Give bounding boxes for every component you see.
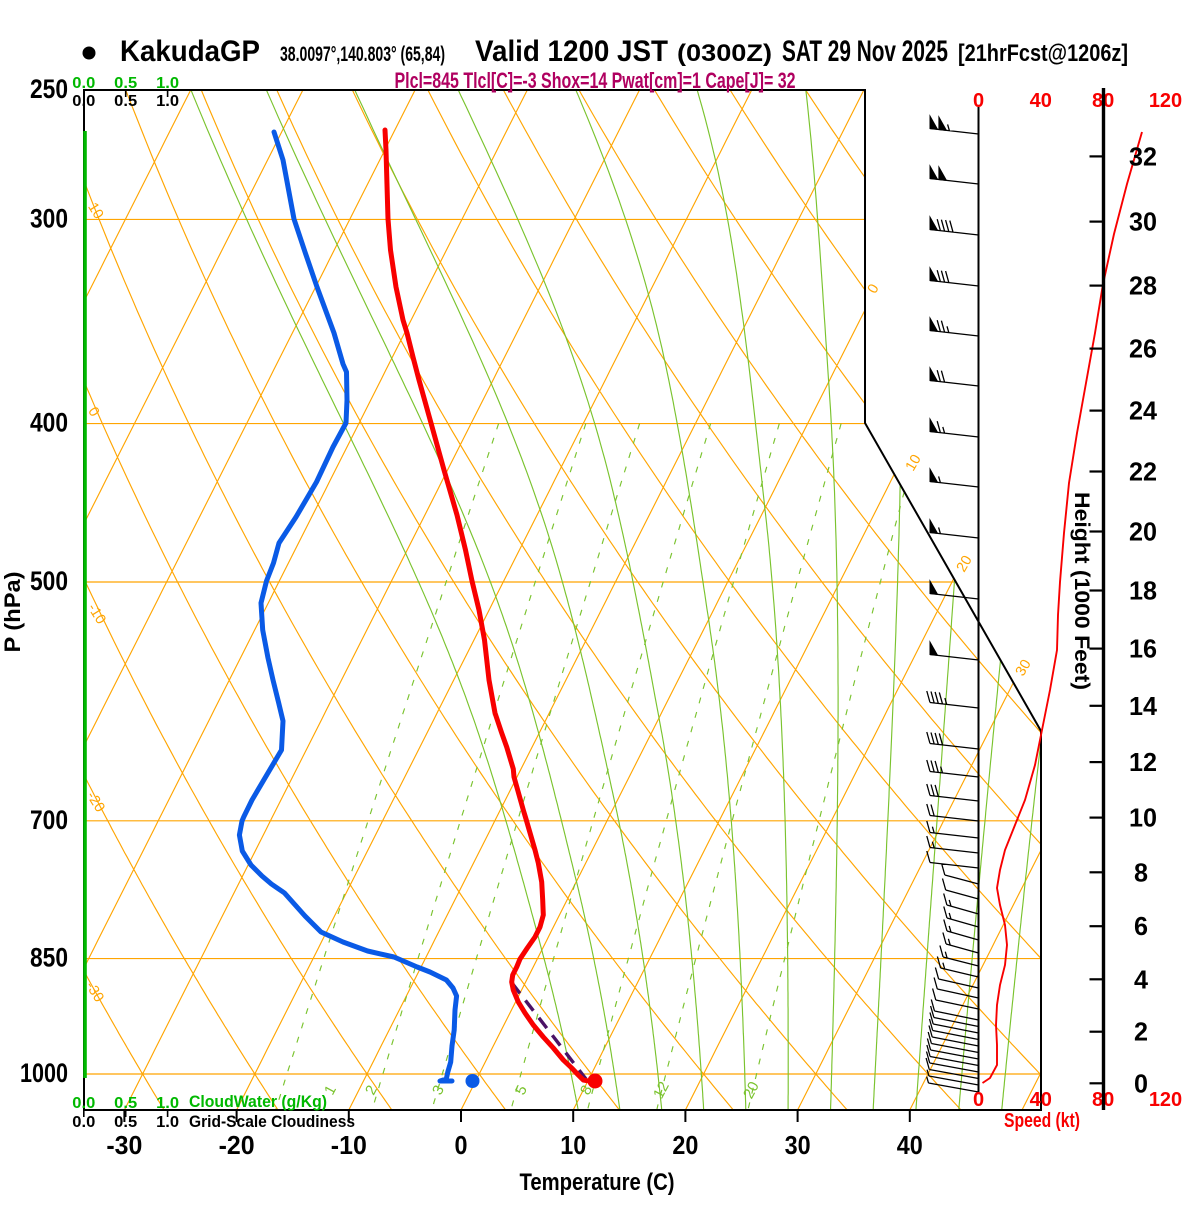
svg-text:1000: 1000 [20,1058,68,1088]
svg-text:0: 0 [1134,1068,1148,1098]
svg-text:300: 300 [30,203,68,233]
svg-text:1.0: 1.0 [156,75,179,92]
svg-text:0: 0 [973,90,984,112]
svg-text:0.0: 0.0 [72,1114,95,1131]
svg-text:0: 0 [973,1089,984,1111]
svg-text:20: 20 [1129,517,1157,547]
svg-text:0: 0 [455,1130,468,1160]
svg-text:0.5: 0.5 [114,1114,137,1131]
svg-text:20: 20 [672,1130,698,1160]
svg-text:1.0: 1.0 [156,1095,179,1112]
svg-text:14: 14 [1129,691,1158,721]
svg-text:SAT 29 Nov 2025: SAT 29 Nov 2025 [782,35,948,68]
svg-text:[21hrFcst@1206z]: [21hrFcst@1206z] [958,40,1128,67]
svg-text:850: 850 [30,943,68,973]
svg-text:120: 120 [1149,90,1182,112]
svg-text:18: 18 [1129,576,1157,606]
svg-text:Plcl=845 Tlcl[C]=-3 Shox=14 Pw: Plcl=845 Tlcl[C]=-3 Shox=14 Pwat[cm]=1 C… [395,68,796,93]
svg-text:P (hPa): P (hPa) [0,572,25,653]
svg-text:24: 24 [1129,396,1158,426]
svg-text:6: 6 [1134,911,1148,941]
svg-text:Speed (kt): Speed (kt) [1004,1110,1080,1132]
svg-text:Grid-Scale Cloudiness: Grid-Scale Cloudiness [189,1113,355,1131]
svg-text:8: 8 [1134,857,1148,887]
svg-text:Valid 1200 JST: Valid 1200 JST [475,35,668,68]
svg-text:2: 2 [1134,1017,1148,1047]
svg-text:10: 10 [1129,803,1157,833]
svg-text:20: 20 [954,553,976,575]
svg-text:1.0: 1.0 [156,93,179,110]
svg-text:-20: -20 [219,1130,255,1160]
svg-text:-30: -30 [106,1130,142,1160]
svg-text:38.0097°,140.803° (65,84): 38.0097°,140.803° (65,84) [280,43,445,66]
svg-text:250: 250 [30,74,68,104]
svg-text:700: 700 [30,805,68,835]
svg-text:12: 12 [1129,747,1157,777]
svg-text:(0300Z): (0300Z) [677,40,772,67]
svg-text:500: 500 [30,566,68,596]
svg-text:10: 10 [560,1130,586,1160]
svg-text:20: 20 [740,1079,763,1102]
svg-text:KakudaGP: KakudaGP [120,35,260,68]
svg-text:-10: -10 [331,1130,367,1160]
svg-text:1.0: 1.0 [156,1114,179,1131]
svg-text:10: 10 [84,200,106,222]
svg-text:0.0: 0.0 [72,93,95,110]
svg-text:0.5: 0.5 [114,93,137,110]
svg-text:32: 32 [1129,141,1157,171]
svg-text:30: 30 [1013,657,1035,679]
svg-text:40: 40 [1030,90,1052,112]
svg-text:0.0: 0.0 [72,1095,95,1112]
svg-text:22: 22 [1129,457,1157,487]
svg-text:4: 4 [1134,964,1149,994]
svg-text:12: 12 [650,1079,673,1102]
svg-text:16: 16 [1129,634,1157,664]
svg-text:30: 30 [785,1130,811,1160]
svg-text:0.0: 0.0 [72,75,95,92]
svg-text:0.5: 0.5 [114,75,137,92]
svg-text:0.5: 0.5 [114,1095,137,1112]
svg-text:400: 400 [30,408,68,438]
svg-text:Temperature (C): Temperature (C) [520,1169,675,1196]
svg-text:40: 40 [1030,1089,1052,1111]
svg-text:120: 120 [1149,1089,1182,1111]
svg-text:40: 40 [897,1130,923,1160]
svg-text:30: 30 [1129,207,1157,237]
svg-text:26: 26 [1129,334,1157,364]
svg-text:10: 10 [903,452,925,474]
svg-text:CloudWater (g/Kg): CloudWater (g/Kg) [189,1093,327,1111]
svg-text:Height (1000 Feet): Height (1000 Feet) [1070,492,1093,690]
svg-text:28: 28 [1129,271,1157,301]
